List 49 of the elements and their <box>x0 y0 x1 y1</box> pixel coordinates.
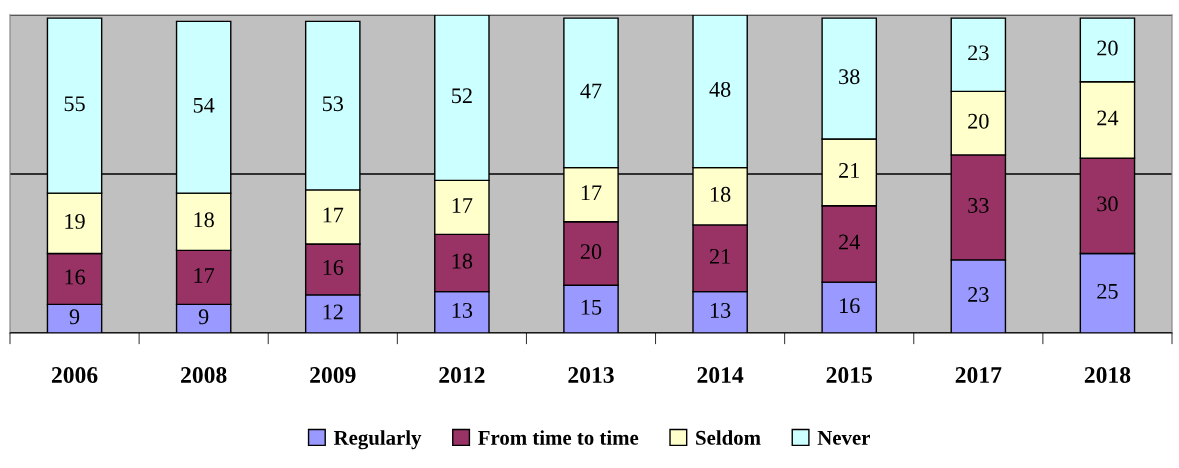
data-label: 17 <box>581 185 602 201</box>
data-label: 13 <box>452 302 473 318</box>
data-label: 20 <box>580 244 602 260</box>
data-label: 33 <box>968 198 989 213</box>
data-label: 16 <box>323 260 344 275</box>
data-label: 47 <box>580 83 602 99</box>
x-tick-label: 2017 <box>955 367 1002 383</box>
legend-label: From time to time <box>478 430 639 445</box>
data-label: 20 <box>1097 40 1118 56</box>
data-label: 23 <box>968 45 989 61</box>
data-label: 15 <box>581 299 602 315</box>
x-tick-label: 2015 <box>826 367 872 383</box>
data-label: 18 <box>452 253 473 269</box>
x-tick-label: 2009 <box>310 367 356 383</box>
data-label: 55 <box>64 96 85 112</box>
data-label: 18 <box>194 212 214 228</box>
data-label: 54 <box>193 97 215 113</box>
data-label: 18 <box>710 186 731 202</box>
legend-label: Seldom <box>696 430 761 445</box>
data-label: 25 <box>1097 283 1118 299</box>
x-tick-label: 2018 <box>1084 367 1131 383</box>
data-label: 52 <box>452 88 472 104</box>
x-tick-label: 2014 <box>697 367 744 383</box>
data-label: 9 <box>69 309 80 325</box>
legend-label: Never <box>817 431 870 445</box>
data-label: 23 <box>968 287 989 302</box>
data-label: 20 <box>968 113 989 129</box>
data-label: 17 <box>323 207 344 223</box>
data-label: 21 <box>839 163 859 178</box>
data-label: 17 <box>194 268 215 283</box>
x-tick-label: 2013 <box>568 367 614 383</box>
data-label: 9 <box>198 309 209 325</box>
x-tick-label: 2012 <box>439 367 485 383</box>
data-label: 48 <box>709 81 731 97</box>
data-label: 24 <box>1097 110 1119 126</box>
data-label: 21 <box>709 248 730 264</box>
data-label: 30 <box>1097 196 1118 212</box>
data-label: 16 <box>65 269 85 285</box>
data-label: 19 <box>65 213 85 229</box>
data-label: 12 <box>323 304 343 320</box>
data-label: 13 <box>710 302 731 318</box>
data-label: 17 <box>452 198 473 213</box>
data-label: 16 <box>840 298 860 314</box>
data-label: 24 <box>839 234 860 250</box>
data-label: 38 <box>839 69 860 85</box>
x-tick-label: 2008 <box>181 367 227 383</box>
x-tick-label: 2006 <box>51 367 98 383</box>
data-label: 53 <box>322 96 344 112</box>
legend-label: Regularly <box>333 430 422 450</box>
